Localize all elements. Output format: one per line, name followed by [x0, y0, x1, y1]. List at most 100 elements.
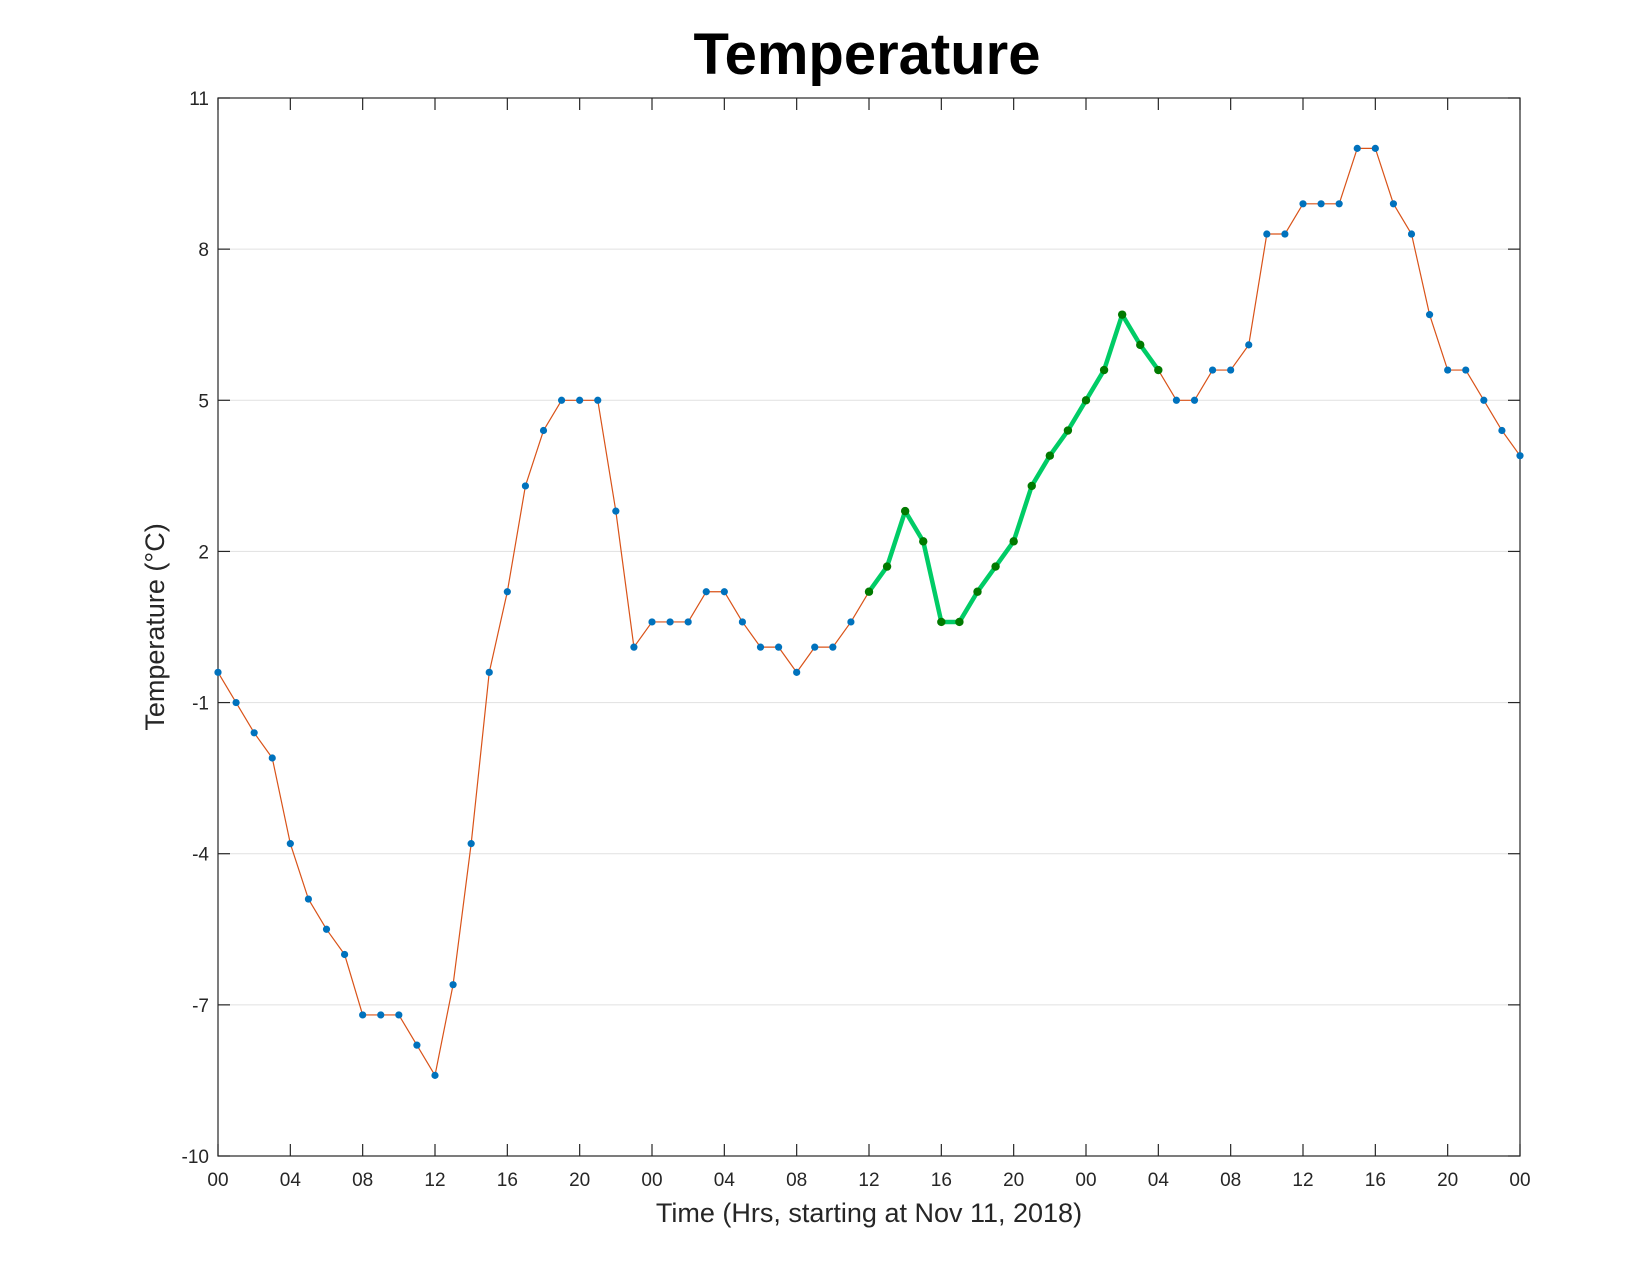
- data-point: [214, 668, 222, 676]
- y-tick-labels: -10 -7 -4 -1 2 5 8 11: [182, 89, 210, 1168]
- data-point: [1208, 366, 1217, 374]
- data-point: [1425, 311, 1434, 319]
- highlighted-data-point: [1136, 340, 1145, 350]
- highlighted-data-point: [1117, 310, 1127, 319]
- data-point: [612, 507, 620, 515]
- data-point: [684, 618, 692, 626]
- axis-ticks: [217, 97, 1521, 1157]
- x-tick-label: 00: [1509, 1170, 1530, 1191]
- highlighted-data-point: [864, 587, 874, 596]
- x-tick-label: 08: [352, 1170, 373, 1191]
- data-point: [322, 925, 331, 933]
- highlighted-data-point: [1081, 396, 1091, 405]
- x-tick-label: 20: [1437, 1170, 1458, 1191]
- x-tick-label: 12: [424, 1170, 445, 1191]
- data-point: [286, 840, 294, 848]
- data-point: [1498, 426, 1506, 435]
- x-tick-label: 00: [1075, 1170, 1096, 1191]
- x-tick-label: 12: [1292, 1170, 1313, 1191]
- data-point: [485, 668, 493, 676]
- data-point: [268, 754, 276, 762]
- data-point: [1335, 200, 1343, 208]
- y-tick-label: -10: [182, 1147, 209, 1168]
- data-point: [594, 396, 602, 404]
- y-tick-label: -7: [192, 996, 209, 1017]
- highlighted-data-point: [1027, 481, 1036, 491]
- data-point: [1371, 144, 1379, 152]
- data-point: [756, 643, 765, 651]
- data-point: [793, 668, 801, 676]
- highlighted-segment-line: [866, 312, 1161, 625]
- data-point: [630, 643, 638, 651]
- x-tick-label: 16: [497, 1170, 518, 1191]
- highlighted-data-point: [1154, 365, 1163, 375]
- x-tick-label: 16: [931, 1170, 952, 1191]
- data-point: [557, 396, 566, 404]
- data-point: [1281, 230, 1289, 238]
- data-point: [467, 840, 475, 848]
- y-tick-label: -1: [192, 694, 209, 715]
- data-point: [503, 588, 511, 596]
- data-point: [449, 981, 457, 989]
- y-tick-label: -4: [192, 845, 209, 866]
- highlighted-data-point: [973, 587, 982, 596]
- highlighted-data-point: [900, 506, 910, 516]
- data-series: [214, 144, 1524, 1079]
- data-point: [250, 729, 258, 737]
- x-tick-label: 00: [207, 1170, 228, 1191]
- x-tick-label: 08: [786, 1170, 807, 1191]
- data-point: [539, 426, 548, 435]
- data-point: [720, 588, 728, 596]
- x-tick-label: 04: [280, 1170, 302, 1191]
- x-tick-label: 12: [858, 1170, 879, 1191]
- data-point: [811, 643, 819, 651]
- highlighted-data-point: [937, 617, 946, 627]
- data-point: [648, 618, 656, 626]
- data-point: [1462, 366, 1470, 374]
- x-tick-label: 08: [1220, 1170, 1241, 1191]
- x-tick-label: 20: [1003, 1170, 1024, 1191]
- gridlines: [218, 248, 1520, 1006]
- data-point: [576, 396, 584, 404]
- data-point: [1172, 396, 1181, 404]
- data-point: [413, 1041, 421, 1049]
- data-point: [847, 618, 855, 626]
- data-point: [431, 1071, 439, 1079]
- x-tick-label: 00: [641, 1170, 662, 1191]
- data-point: [1389, 200, 1398, 208]
- x-tick-labels: 00 04 08 12 16 20 00 04 08 12 16 20 00 04 08 12 16 20 00: [207, 1170, 1530, 1191]
- data-point: [1516, 452, 1524, 460]
- data-point: [738, 618, 747, 626]
- chart-title: Temperature: [693, 22, 1040, 87]
- x-tick-label: 04: [714, 1170, 736, 1191]
- data-point: [1353, 144, 1361, 152]
- highlighted-data-point: [1099, 365, 1109, 375]
- highlighted-data-point: [991, 562, 1000, 571]
- data-point: [1263, 230, 1271, 238]
- data-point: [774, 643, 783, 651]
- data-point: [702, 588, 710, 596]
- data-point: [1190, 396, 1199, 404]
- data-point: [1245, 341, 1253, 349]
- highlighted-data-point: [1009, 537, 1018, 546]
- plot-area: [217, 97, 1521, 1157]
- y-tick-label: 11: [189, 89, 209, 110]
- data-point: [340, 950, 349, 959]
- data-point: [1299, 200, 1307, 208]
- data-point: [304, 895, 313, 903]
- data-point: [232, 698, 240, 707]
- data-point: [521, 482, 530, 490]
- x-tick-label: 16: [1365, 1170, 1386, 1191]
- y-tick-label: 8: [198, 240, 209, 261]
- highlighted-data-point: [1045, 451, 1055, 460]
- highlighted-data-point: [919, 537, 928, 546]
- x-tick-label: 04: [1148, 1170, 1170, 1191]
- temperature-line: [217, 147, 1521, 1076]
- x-tick-label: 20: [569, 1170, 590, 1191]
- y-tick-label: 2: [198, 542, 209, 563]
- data-point: [377, 1011, 385, 1019]
- data-point: [1444, 366, 1452, 374]
- data-point: [1407, 230, 1416, 238]
- highlighted-data-point: [955, 617, 964, 627]
